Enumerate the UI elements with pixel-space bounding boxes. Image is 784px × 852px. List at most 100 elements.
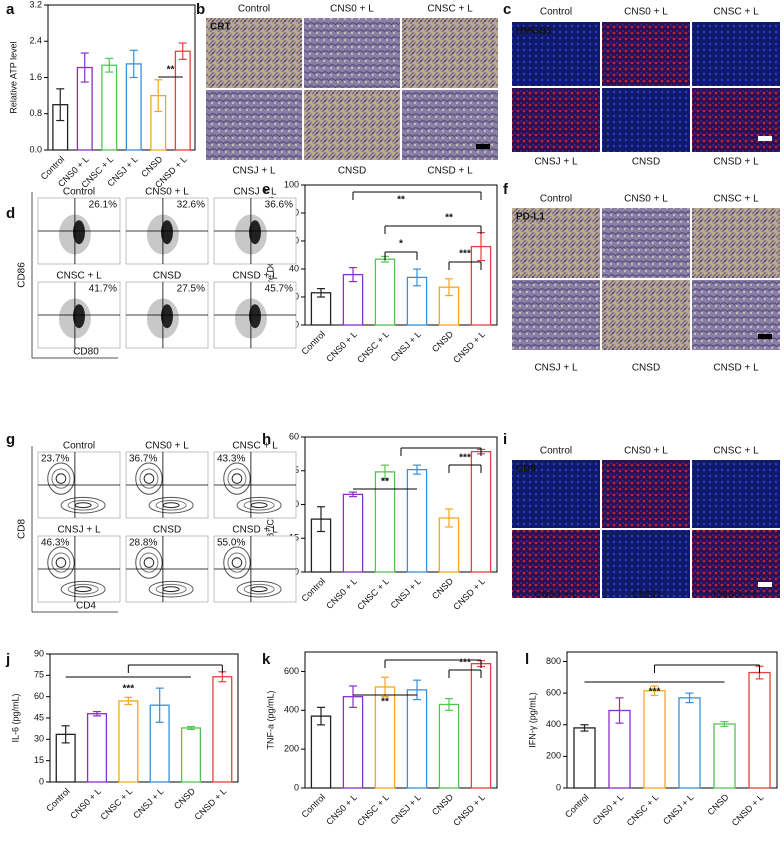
group-label: CNS0 + L: [624, 194, 668, 205]
stain-label: PD-L1: [516, 212, 545, 223]
gate-percent: 26.1%: [89, 200, 117, 211]
bar: [678, 697, 701, 789]
micrograph: [692, 22, 780, 86]
group-label: CNSJ + L: [534, 590, 578, 601]
plot-frame: [49, 653, 239, 783]
significance-label: ***: [122, 684, 134, 695]
x-tick-label: CNSD: [430, 576, 455, 601]
y-axis-label: TNF-a (pg/mL): [265, 690, 275, 749]
y-tick-label: 2.4: [29, 36, 42, 46]
micrograph: [692, 530, 780, 598]
group-label: CNSJ + L: [232, 166, 276, 177]
x-tick-label: CNS0 + L: [324, 329, 359, 364]
micrograph: [602, 280, 690, 350]
significance-label: **: [381, 477, 389, 488]
contour: [243, 583, 275, 595]
x-tick-label: CNSD + L: [730, 792, 766, 828]
plot-title: CNSC + L: [56, 271, 102, 282]
contour: [231, 473, 243, 484]
micrograph: [602, 460, 690, 528]
group-label: CNSD + L: [713, 363, 759, 374]
contour: [223, 546, 251, 579]
y-tick-label: 40: [289, 263, 299, 273]
density: [161, 220, 173, 245]
y-tick-label: 600: [284, 666, 299, 676]
group-label: CNSJ + L: [534, 157, 578, 168]
group-label: CNS0 + L: [624, 446, 668, 457]
contour: [139, 468, 159, 489]
group-label: CNSJ + L: [534, 363, 578, 374]
gate-percent: 36.6%: [265, 200, 293, 211]
panel-letter: k: [262, 651, 271, 668]
y-tick-label: 15: [34, 755, 44, 765]
group-label: CNSD + L: [427, 166, 473, 177]
bar: [748, 671, 771, 789]
bar: [406, 689, 428, 789]
plot-title: CNSJ + L: [233, 187, 277, 198]
group-label: CNS0 + L: [624, 7, 668, 18]
x-tick-label: CNSD: [705, 792, 730, 817]
bar: [342, 696, 364, 789]
plot-frame: [566, 651, 778, 789]
micrograph: [512, 530, 600, 598]
density: [73, 220, 85, 245]
plot-title: Control: [63, 441, 95, 452]
micrograph: [692, 208, 780, 278]
group-label: Control: [540, 194, 572, 205]
plot-title: CNS0 + L: [145, 441, 189, 452]
gate-percent: 32.6%: [177, 200, 205, 211]
x-tick-label: CNSC + L: [625, 792, 661, 828]
scale-bar: [758, 334, 772, 339]
x-tick-label: CNSC + L: [355, 329, 391, 365]
contour: [223, 462, 251, 495]
contour: [60, 496, 106, 514]
y-tick-label: 90: [34, 648, 44, 658]
plot-title: CNSD + L: [232, 271, 278, 282]
y-tick-label: 0: [556, 782, 561, 792]
significance-label: **: [167, 65, 175, 76]
x-tick-label: Control: [300, 329, 328, 357]
bar: [406, 468, 428, 573]
x-tick-label: CNSC + L: [355, 576, 391, 612]
plot-title: CNSD: [153, 271, 181, 282]
bar: [180, 727, 202, 783]
contour: [231, 557, 243, 568]
x-tick-label: Control: [300, 792, 328, 820]
x-tick-label: CNS0 + L: [324, 576, 359, 611]
contour: [148, 496, 194, 514]
x-tick-label: CNSC + L: [99, 786, 135, 822]
micrograph: [206, 18, 302, 88]
y-tick-label: 0: [294, 319, 299, 329]
y-tick-label: 0: [39, 776, 44, 786]
micrograph: [402, 90, 498, 160]
x-tick-label: CNSJ + L: [661, 792, 695, 826]
panel-letter: b: [196, 1, 205, 18]
x-tick-label: CNSD: [172, 786, 197, 811]
x-axis-label: CD4: [76, 601, 96, 612]
x-tick-label: CNS0 + L: [68, 786, 103, 821]
contour: [55, 473, 67, 484]
micrograph: [602, 530, 690, 598]
bar: [374, 258, 396, 326]
bar: [643, 690, 666, 789]
x-tick-label: Control: [300, 576, 328, 604]
panel-letter: c: [503, 1, 511, 18]
group-label: CNSD: [632, 590, 660, 601]
significance-label: **: [397, 195, 405, 206]
micrograph: [512, 208, 600, 278]
scale-bar: [758, 136, 772, 141]
y-tick-label: 75: [34, 670, 44, 680]
gate-percent: 28.8%: [129, 538, 157, 549]
panel-letter: g: [6, 431, 15, 448]
x-tick-label: CNSJ + L: [389, 329, 423, 363]
x-tick-label: CNSJ + L: [389, 792, 423, 826]
panel-letter: d: [6, 205, 15, 222]
group-label: CNS0 + L: [330, 4, 374, 15]
stain-label: CD8: [516, 464, 536, 475]
contour: [243, 499, 275, 511]
y-tick-label: 0.0: [29, 144, 42, 154]
panel-letter: i: [503, 431, 507, 448]
bar: [573, 727, 596, 789]
x-tick-label: CNSD: [430, 792, 455, 817]
contour: [148, 580, 194, 598]
